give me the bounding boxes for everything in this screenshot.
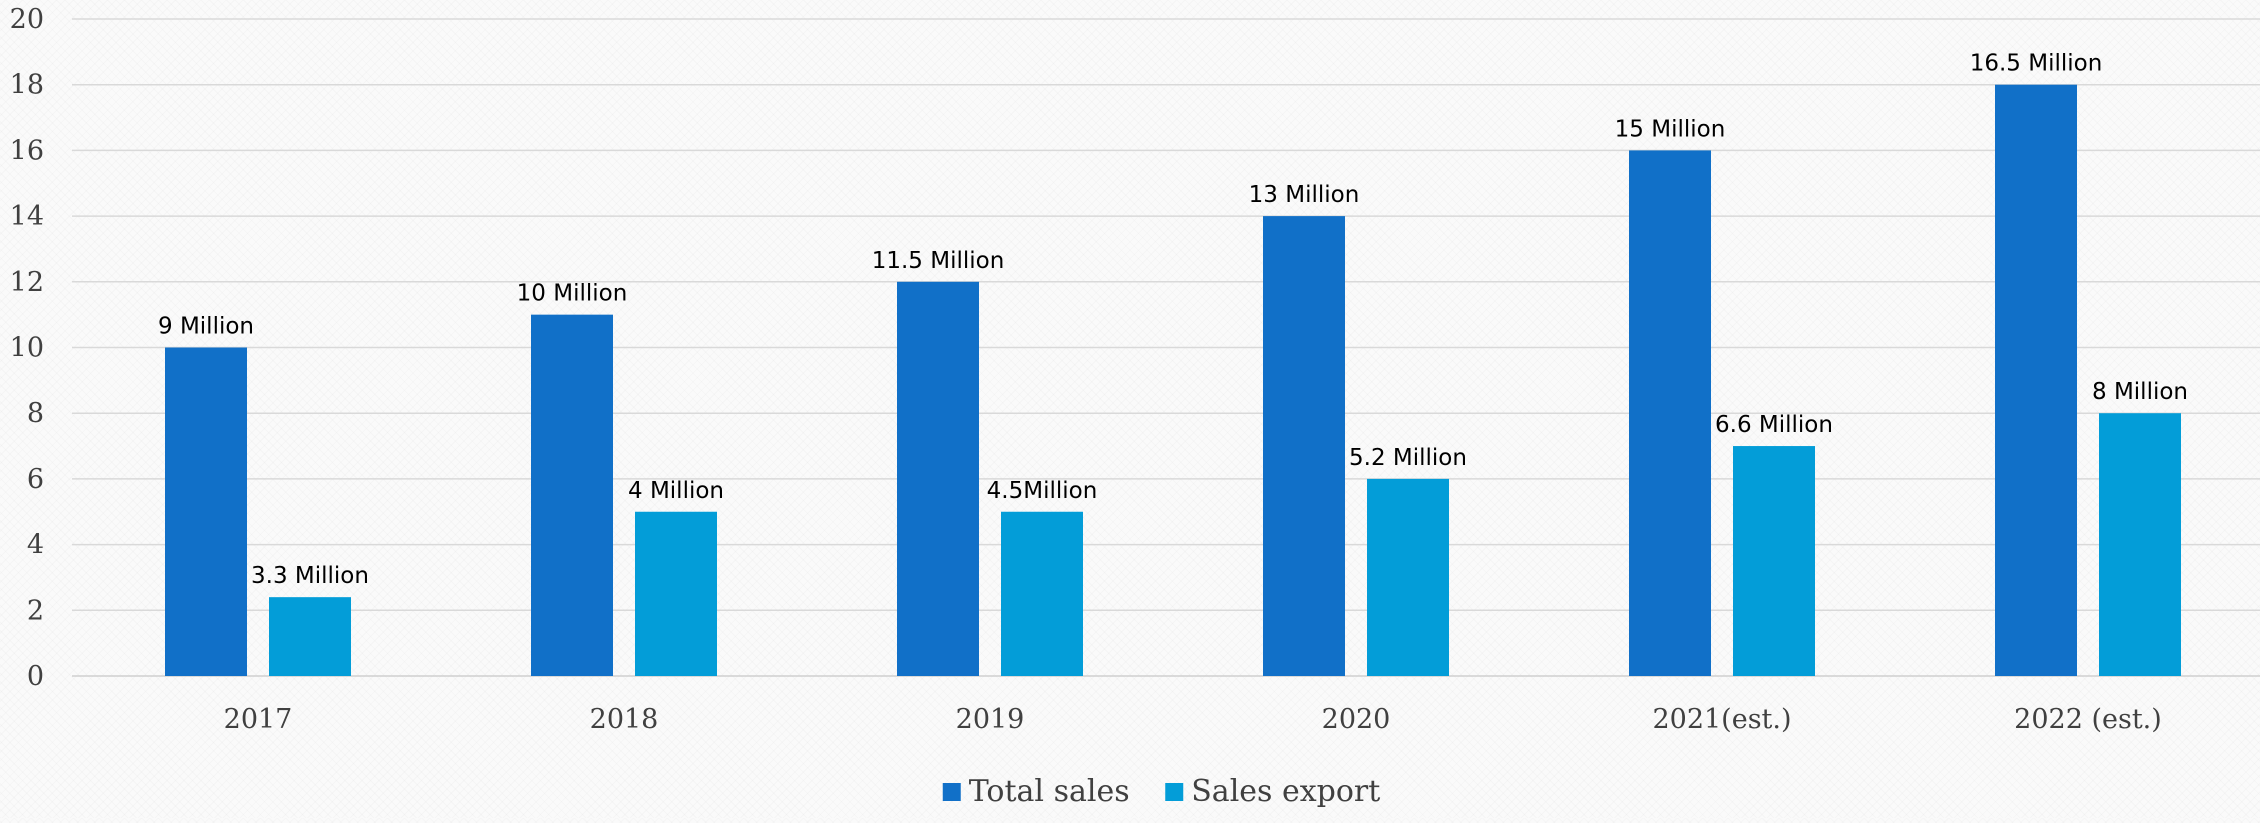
- bar-total-sales: [1263, 216, 1345, 676]
- legend-swatch: [1165, 783, 1184, 801]
- bars: [165, 84, 2181, 676]
- y-tick-label: 4: [27, 530, 44, 561]
- x-tick-label: 2017: [224, 704, 293, 735]
- legend-label: Total sales: [969, 774, 1130, 809]
- bar-sales-export: [1733, 446, 1815, 676]
- gridlines: [72, 18, 2260, 677]
- x-tick-label: 2019: [956, 704, 1025, 735]
- y-tick-label: 18: [10, 70, 44, 101]
- data-label: 10 Million: [517, 281, 628, 307]
- data-label: 4.5Million: [987, 478, 1098, 504]
- data-label: 8 Million: [2092, 379, 2188, 405]
- data-labels: 9 Million 3.3 Million 10 Million 4 Million 1…: [158, 51, 2188, 589]
- data-label: 9 Million: [158, 314, 254, 340]
- data-label: 4 Million: [628, 478, 724, 504]
- data-label: 6.6 Million: [1715, 412, 1833, 438]
- bar-total-sales: [1995, 84, 2077, 676]
- data-label: 11.5 Million: [872, 248, 1005, 274]
- data-label: 5.2 Million: [1349, 445, 1467, 471]
- bar-total-sales: [165, 347, 247, 676]
- y-tick-label: 8: [27, 398, 44, 429]
- bar-sales-export: [1367, 478, 1449, 676]
- legend: Total sales Sales export: [942, 774, 1380, 809]
- bar-sales-export: [2099, 413, 2181, 676]
- data-label: 16.5 Million: [1970, 51, 2103, 77]
- y-tick-label: 6: [27, 464, 44, 495]
- x-tick-label: 2022 (est.): [2014, 704, 2162, 735]
- y-tick-label: 10: [10, 333, 44, 364]
- bar-sales-export: [269, 597, 351, 676]
- legend-swatch: [942, 783, 961, 801]
- bar-sales-export: [1001, 511, 1083, 676]
- bar-total-sales: [897, 281, 979, 676]
- bar-total-sales: [531, 314, 613, 676]
- y-tick-label: 14: [10, 201, 44, 232]
- y-tick-label: 0: [27, 661, 44, 692]
- x-tick-label: 2021(est.): [1652, 704, 1791, 735]
- y-tick-label: 12: [10, 267, 44, 298]
- data-label: 13 Million: [1249, 182, 1360, 208]
- y-tick-label: 16: [10, 135, 44, 166]
- legend-label: Sales export: [1191, 774, 1380, 809]
- data-label: 15 Million: [1615, 116, 1726, 142]
- x-tick-label: 2020: [1322, 704, 1391, 735]
- x-tick-label: 2018: [590, 704, 659, 735]
- x-axis-ticks: 2017 2018 2019 2020 2021(est.) 2022 (est.): [224, 704, 2162, 735]
- y-tick-label: 2: [27, 595, 44, 626]
- bar-sales-export: [635, 511, 717, 676]
- bar-total-sales: [1629, 150, 1711, 676]
- data-label: 3.3 Million: [251, 563, 369, 589]
- y-axis-ticks: 0 2 4 6 8 10 12 14 16 18 20: [10, 4, 44, 692]
- y-tick-label: 20: [10, 4, 44, 35]
